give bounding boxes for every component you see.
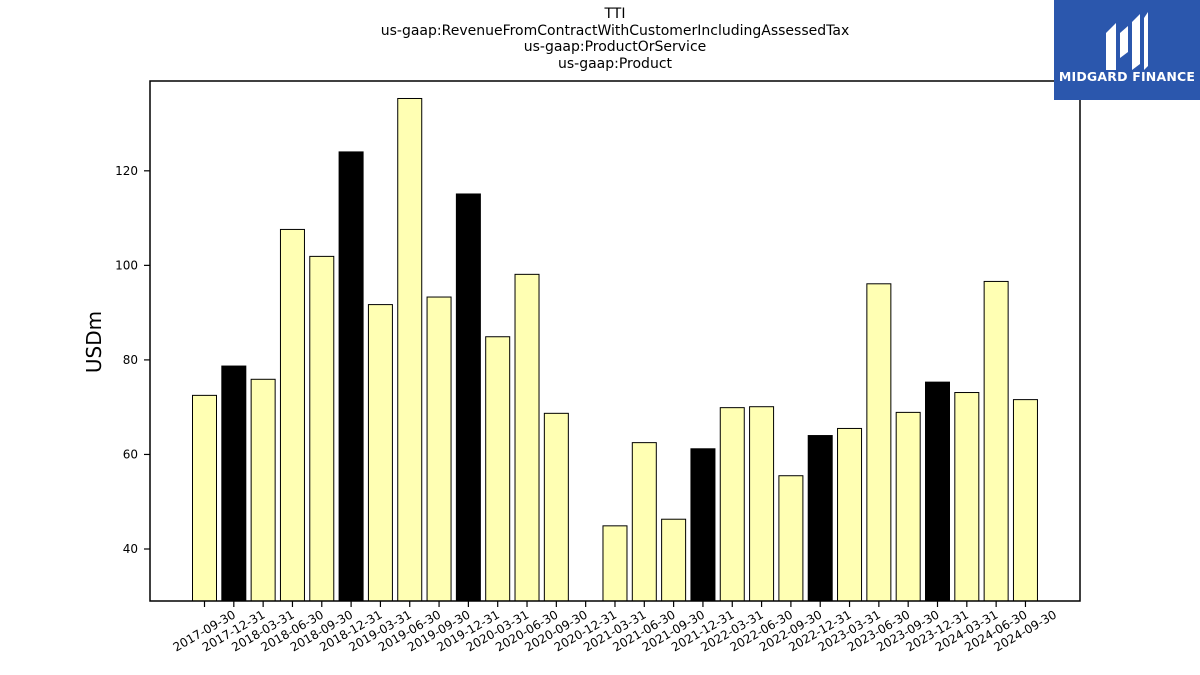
bar-2019-03-31 <box>367 304 393 602</box>
bar-2019-09-30 <box>426 296 452 602</box>
bar-2024-06-30 <box>983 280 1009 602</box>
bar-2018-09-30 <box>309 255 335 602</box>
title-line-member: us-gaap:Product <box>557 56 673 72</box>
logo-mark-icon <box>1054 0 1200 100</box>
title-line-ticker: TTI <box>604 6 626 22</box>
bar-2017-12-31 <box>221 365 247 602</box>
bar-2021-12-31 <box>690 448 716 602</box>
y-tick-label: 100 <box>115 258 138 272</box>
logo-text: MIDGARD FINANCE <box>1058 69 1196 84</box>
bar-2018-12-31 <box>338 151 364 602</box>
bar-2022-03-31 <box>719 407 745 602</box>
bar-2018-03-31 <box>250 378 276 602</box>
title-line-axis: us-gaap:ProductOrService <box>523 39 707 55</box>
bar-2019-06-30 <box>397 97 423 602</box>
bar-2020-06-30 <box>514 273 540 602</box>
bar-2022-06-30 <box>749 406 775 602</box>
bar-2023-03-31 <box>837 427 863 602</box>
bar-2019-12-31 <box>455 193 481 602</box>
bar-2021-06-30 <box>631 442 657 602</box>
y-tick-label: 120 <box>115 164 138 178</box>
y-tick-label: 60 <box>123 447 138 461</box>
bar-2023-09-30 <box>895 411 921 602</box>
y-tick-label: 80 <box>123 353 138 367</box>
bar-2017-09-30 <box>192 394 217 602</box>
bar-2018-06-30 <box>279 228 305 602</box>
midgard-finance-logo: MIDGARD FINANCE <box>1054 0 1200 100</box>
bar-2024-09-30 <box>1012 399 1038 602</box>
bar-2024-03-31 <box>954 392 980 602</box>
bar-2021-09-30 <box>661 518 687 602</box>
bars-group <box>192 97 1038 602</box>
bar-2020-09-30 <box>543 412 569 602</box>
bar-2020-03-31 <box>485 336 511 602</box>
x-axis: 2017-09-302017-12-312018-03-312018-06-30… <box>171 601 1059 654</box>
title-line-concept: us-gaap:RevenueFromContractWithCustomerI… <box>380 23 850 39</box>
bar-2023-12-31 <box>925 381 950 602</box>
bar-2022-09-30 <box>778 475 804 602</box>
bar-2023-06-30 <box>866 283 892 602</box>
bar-2021-03-31 <box>602 525 628 602</box>
y-axis-label: USDm <box>82 311 106 373</box>
y-tick-label: 40 <box>123 542 138 556</box>
bar-2022-12-31 <box>807 435 833 602</box>
y-axis: 40 60 80 100 120 <box>115 164 150 556</box>
